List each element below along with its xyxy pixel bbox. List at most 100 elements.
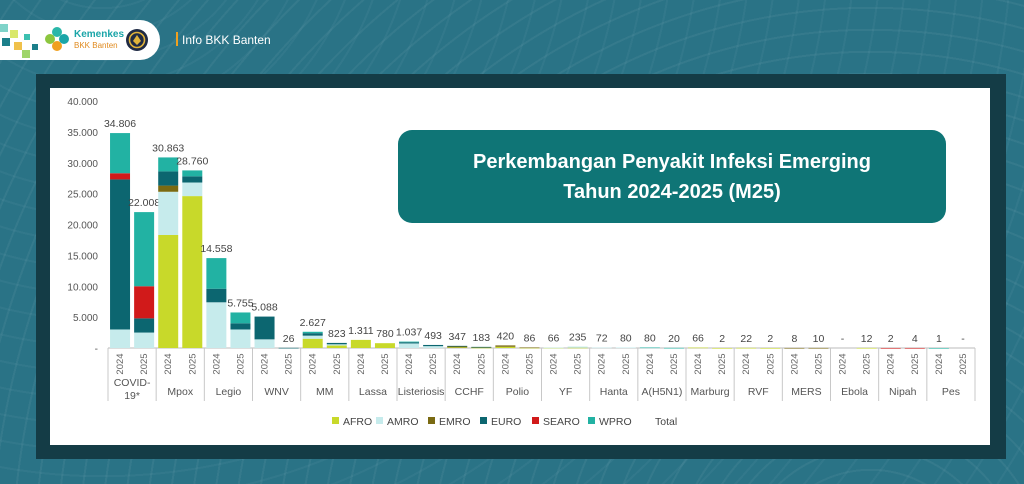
info-divider bbox=[176, 32, 178, 46]
legend-label: WPRO bbox=[599, 416, 632, 428]
legend-label: AMRO bbox=[387, 416, 419, 428]
total-data-label: 347 bbox=[448, 331, 466, 343]
bar-segment-wpro bbox=[663, 347, 684, 349]
bar-segment-amro bbox=[134, 332, 155, 348]
total-data-label: 183 bbox=[473, 332, 491, 344]
total-data-label: 2.627 bbox=[300, 317, 326, 329]
year-tick-label: 2025 bbox=[284, 353, 295, 374]
y-tick-label: 30.000 bbox=[67, 159, 98, 170]
year-tick-label: 2025 bbox=[139, 353, 150, 374]
year-tick-label: 2024 bbox=[260, 353, 271, 374]
year-tick-label: 2025 bbox=[765, 353, 776, 374]
year-tick-label: 2024 bbox=[886, 353, 897, 374]
legend-swatch bbox=[532, 417, 539, 424]
bar-segment-afro bbox=[471, 347, 492, 349]
bar-segment-afro bbox=[856, 347, 877, 349]
year-tick-label: 2024 bbox=[115, 353, 126, 374]
legend-label: EMRO bbox=[439, 416, 471, 428]
legend-label: EURO bbox=[491, 416, 521, 428]
bar-segment-amro bbox=[423, 346, 444, 348]
year-tick-label: 2025 bbox=[621, 353, 632, 374]
total-data-label: 20 bbox=[668, 333, 680, 345]
bar-segment-afro bbox=[760, 347, 781, 349]
category-label: Nipah bbox=[889, 386, 917, 398]
logo-title: Kemenkes bbox=[74, 29, 125, 40]
year-tick-label: 2024 bbox=[500, 353, 511, 374]
category-label: CCHF bbox=[455, 386, 484, 398]
bar-segment-euro bbox=[326, 342, 347, 345]
bar-segment-euro bbox=[447, 345, 468, 347]
total-data-label: 420 bbox=[497, 330, 515, 342]
y-tick-label: 10.000 bbox=[67, 282, 98, 293]
bar-segment-emro bbox=[447, 346, 468, 348]
year-tick-label: 2025 bbox=[862, 353, 873, 374]
bar-segment-amro bbox=[230, 329, 251, 348]
total-data-label: 2 bbox=[888, 333, 894, 345]
legend-label: Total bbox=[655, 416, 677, 428]
category-label: RVF bbox=[748, 386, 769, 398]
bar-segment-amro bbox=[399, 343, 420, 348]
total-data-label: 12 bbox=[861, 333, 873, 345]
category-label: Ebola bbox=[841, 386, 868, 398]
y-tick-label: 40.000 bbox=[67, 97, 98, 108]
legend-label: SEARO bbox=[543, 416, 580, 428]
bar-segment-euro bbox=[110, 179, 131, 330]
total-data-label: 26 bbox=[283, 333, 295, 345]
category-label: MERS bbox=[791, 386, 821, 398]
category-label: MM bbox=[316, 386, 334, 398]
bar-segment-wpro bbox=[206, 258, 227, 289]
bar-segment-searo bbox=[904, 347, 925, 349]
total-data-label: 2 bbox=[719, 333, 725, 345]
total-data-label: 72 bbox=[596, 333, 608, 345]
title-line-2: Tahun 2024-2025 (M25) bbox=[563, 180, 781, 203]
bar-segment-searo bbox=[134, 286, 155, 319]
year-tick-label: 2025 bbox=[669, 353, 680, 374]
bar-segment-amro bbox=[591, 347, 612, 349]
total-data-label: 1.037 bbox=[396, 327, 422, 339]
year-tick-label: 2024 bbox=[356, 353, 367, 374]
bar-segment-amro bbox=[302, 335, 323, 339]
bar-segment-afro bbox=[447, 347, 468, 348]
bar-segment-euro bbox=[206, 288, 227, 303]
bar-segment-euro bbox=[471, 346, 492, 348]
year-tick-label: 2025 bbox=[187, 353, 198, 374]
bar-segment-afro bbox=[495, 346, 516, 348]
y-tick-label: 15.000 bbox=[67, 251, 98, 262]
legend-swatch bbox=[588, 417, 595, 424]
total-data-label: 22 bbox=[740, 333, 752, 345]
bar-segment-wpro bbox=[639, 347, 660, 349]
y-tick-label: - bbox=[95, 344, 98, 355]
logo-subtitle: BKK Banten bbox=[74, 41, 118, 50]
bar-segment-searo bbox=[880, 347, 901, 349]
legend-label: AFRO bbox=[343, 416, 372, 428]
category-label: Polio bbox=[506, 386, 530, 398]
title-line-1: Perkembangan Penyakit Infeksi Emerging bbox=[473, 150, 871, 173]
bar-segment-euro bbox=[158, 171, 179, 186]
bar-segment-searo bbox=[110, 173, 131, 180]
y-tick-label: 25.000 bbox=[67, 190, 98, 201]
year-tick-label: 2025 bbox=[573, 353, 584, 374]
total-data-label: 80 bbox=[644, 333, 656, 345]
bar-segment-amro bbox=[254, 339, 275, 348]
category-label: Lassa bbox=[359, 386, 387, 398]
total-data-label: 66 bbox=[548, 333, 560, 345]
total-data-label: 780 bbox=[376, 328, 394, 340]
category-label: Hanta bbox=[600, 386, 628, 398]
bar-segment-emro bbox=[808, 347, 829, 349]
bar-segment-euro bbox=[230, 323, 251, 330]
total-data-label: 86 bbox=[524, 332, 536, 344]
logo-text: Kemenkes BKK Banten bbox=[74, 29, 124, 51]
total-data-label: 14.558 bbox=[200, 243, 232, 255]
year-tick-label: 2024 bbox=[597, 353, 608, 374]
bar-segment-wpro bbox=[928, 347, 949, 349]
bar-segment-amro bbox=[567, 346, 588, 348]
bar-segment-afro bbox=[567, 347, 588, 349]
total-data-label: 8 bbox=[791, 333, 797, 345]
year-tick-label: 2024 bbox=[404, 353, 415, 374]
total-data-label: 1 bbox=[936, 333, 942, 345]
total-data-label: - bbox=[841, 333, 845, 345]
year-tick-label: 2025 bbox=[332, 353, 343, 374]
bar-segment-euro bbox=[278, 347, 299, 349]
year-tick-label: 2025 bbox=[428, 353, 439, 374]
year-tick-label: 2024 bbox=[741, 353, 752, 374]
